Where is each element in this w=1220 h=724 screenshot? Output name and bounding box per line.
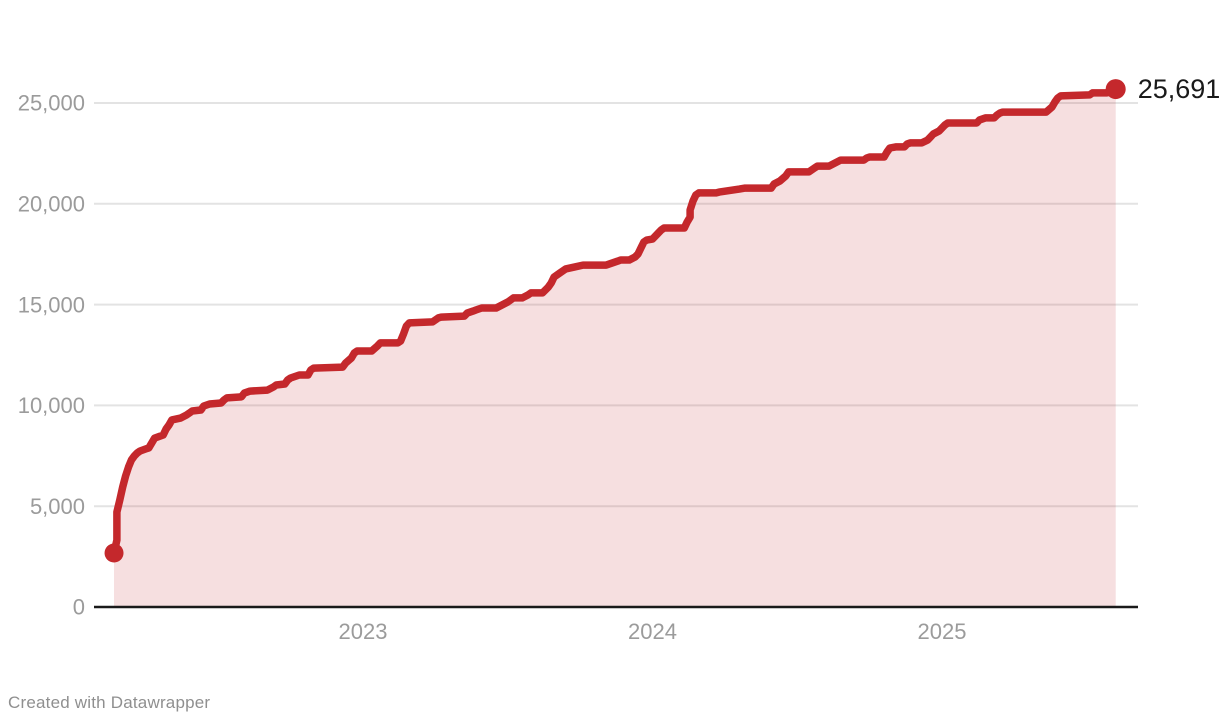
datawrapper-attribution: Created with Datawrapper (8, 693, 211, 712)
area-fill (114, 89, 1116, 607)
trend-line (110, 85, 1120, 557)
end-point-dot (1105, 79, 1126, 100)
y-tick-label: 10,000 (18, 393, 85, 418)
start-point-dot (104, 543, 124, 563)
x-tick-label: 2023 (339, 619, 388, 644)
x-tick-label: 2025 (918, 619, 967, 644)
y-tick-label: 20,000 (18, 192, 85, 217)
y-tick-label: 0 (73, 595, 85, 620)
x-tick-label: 2024 (628, 619, 677, 644)
end-value-label: 25,691 (1138, 74, 1220, 104)
y-tick-label: 25,000 (18, 91, 85, 116)
y-tick-label: 5,000 (30, 494, 85, 519)
y-tick-label: 15,000 (18, 292, 85, 317)
